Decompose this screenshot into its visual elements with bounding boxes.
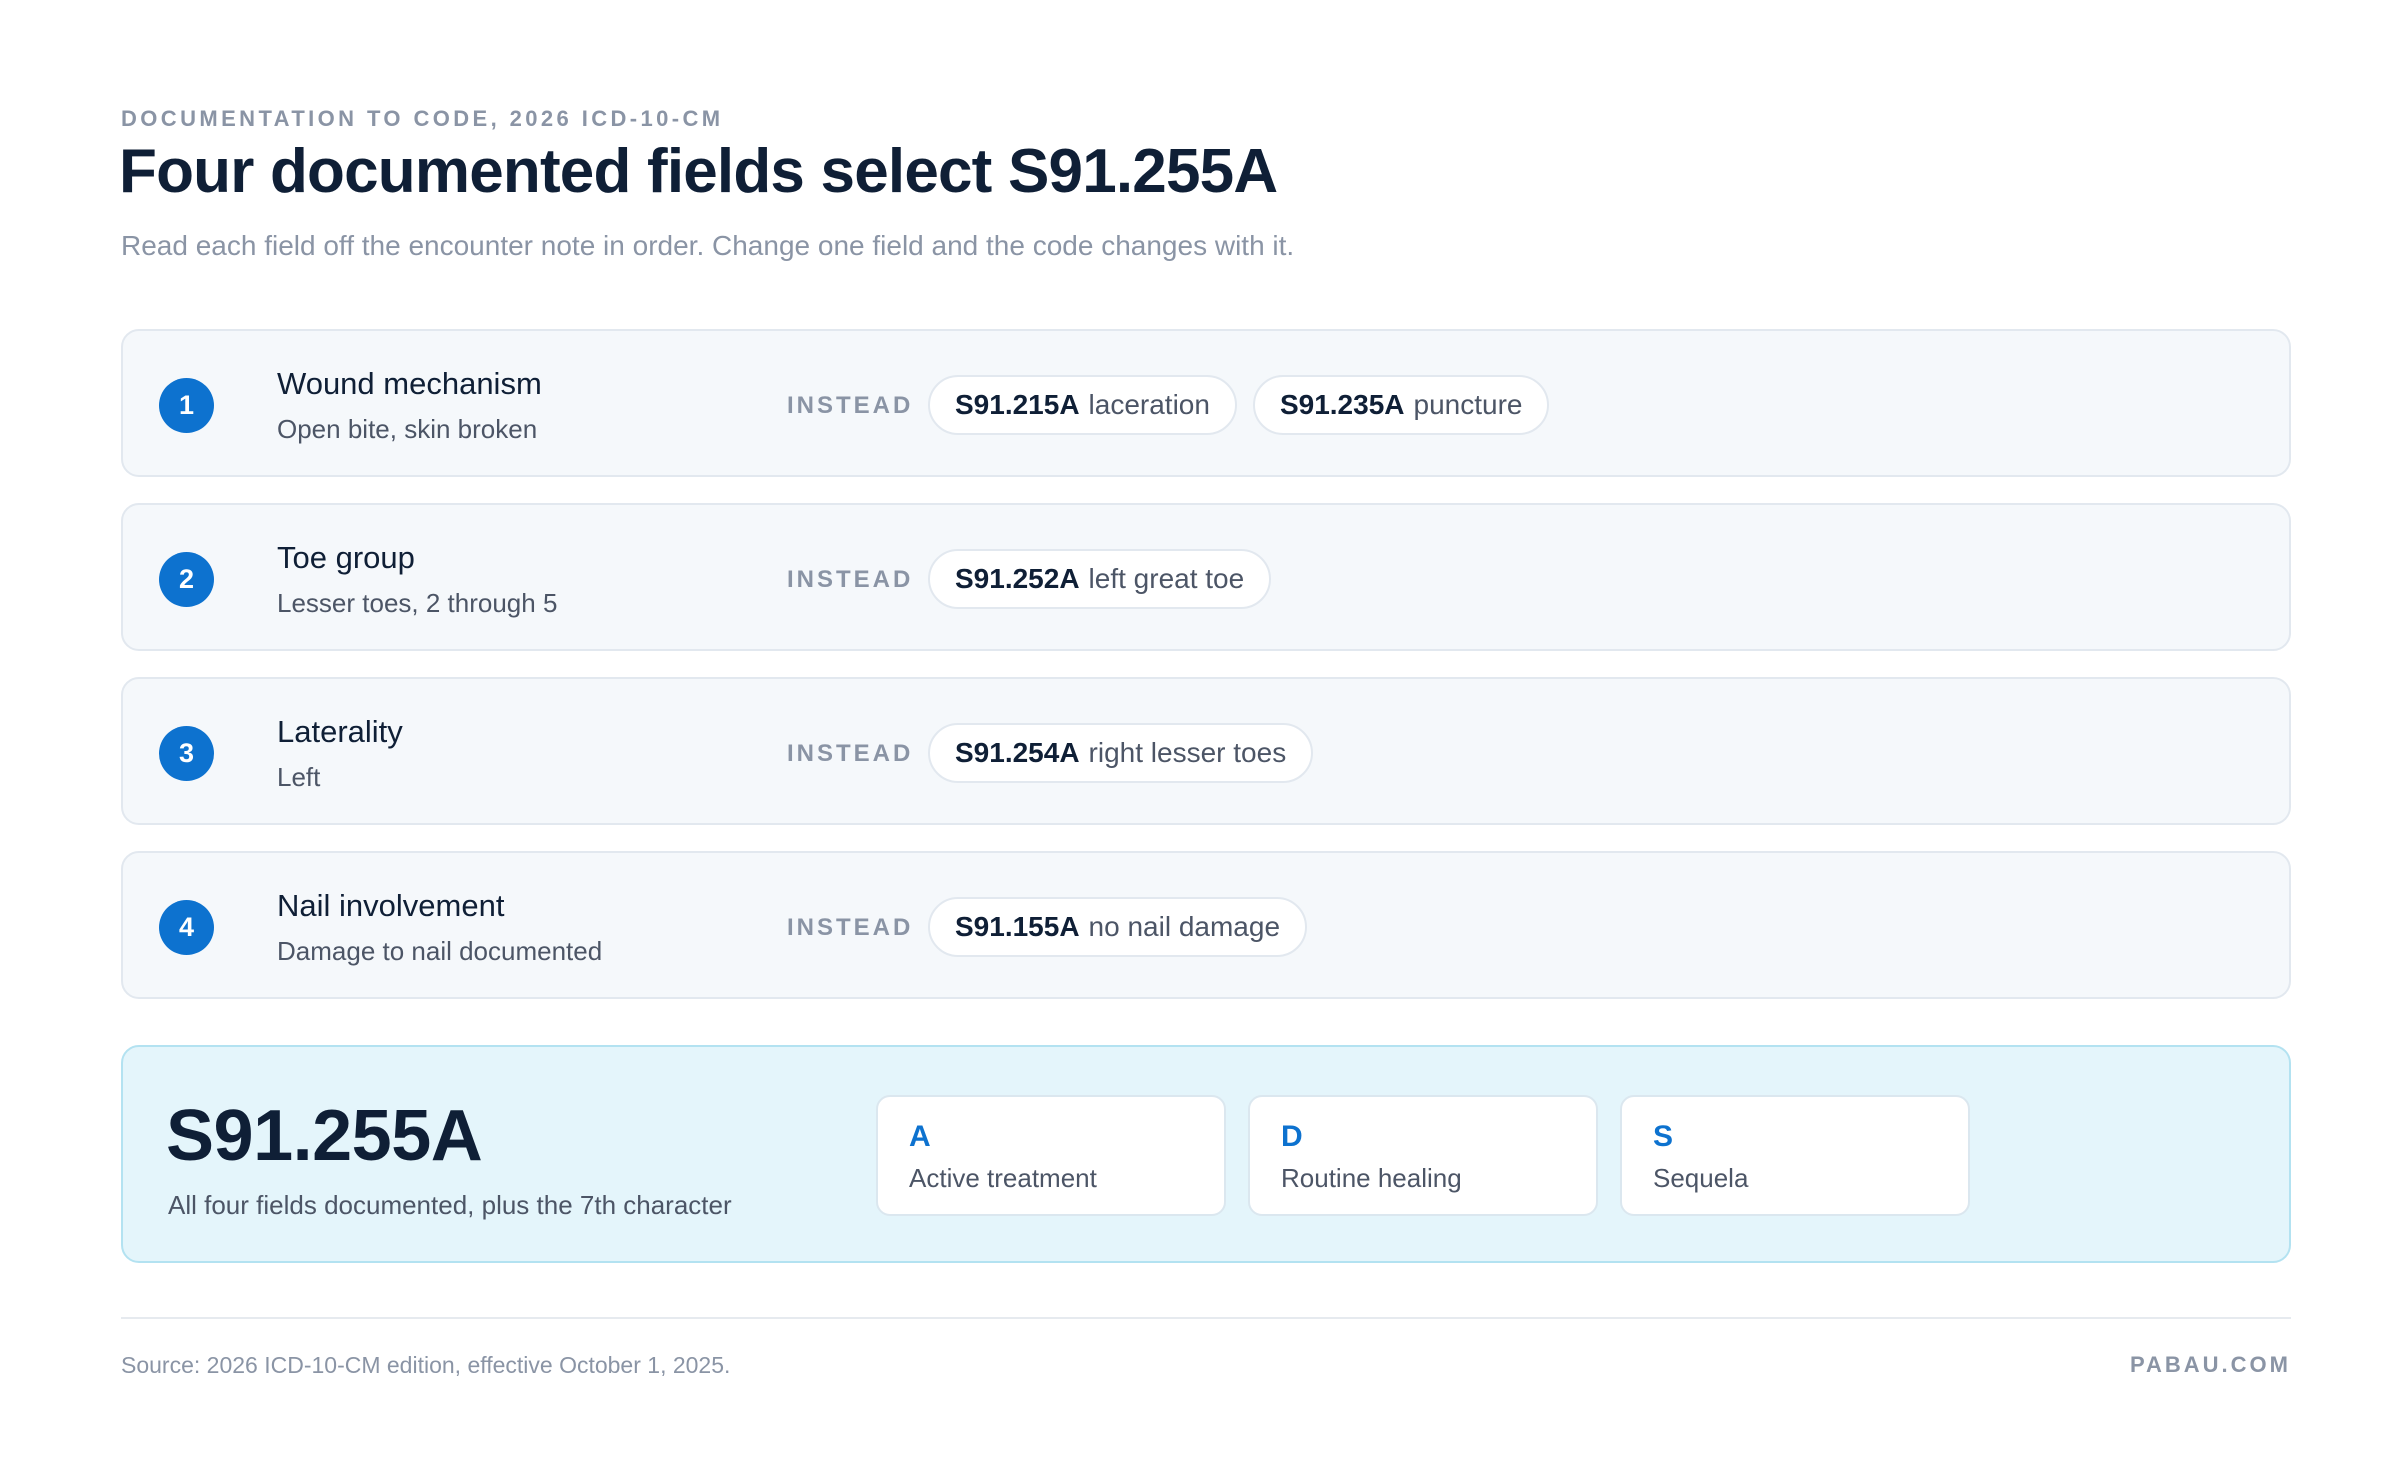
page-subtitle: Read each field off the encounter note i… [121, 230, 1295, 261]
page-title: Four documented fields select S91.255A [119, 137, 1278, 206]
alternative-codes: S91.155A no nail damage [928, 897, 1308, 957]
alternative-code: S91.215A [955, 389, 1080, 420]
step-number-badge: 2 [159, 552, 214, 607]
alternative-code: S91.252A [955, 563, 1080, 594]
field-row-wound-mechanism: 1 Wound mechanism Open bite, skin broken… [121, 329, 2291, 477]
seventh-character-letter: D [1281, 1120, 1303, 1153]
alternative-code-pill: S91.155A no nail damage [928, 897, 1308, 957]
step-number-badge: 3 [159, 726, 214, 781]
footer-divider [121, 1317, 2291, 1319]
alternative-desc: laceration [1088, 389, 1210, 420]
field-value: Left [277, 762, 321, 792]
alternative-codes: S91.254A right lesser toes [928, 723, 1314, 783]
field-label: Wound mechanism [277, 366, 542, 401]
field-row-nail-involvement: 4 Nail involvement Damage to nail docume… [121, 851, 2291, 999]
field-label: Toe group [277, 540, 415, 575]
field-value: Lesser toes, 2 through 5 [277, 588, 558, 618]
alternative-code-pill: S91.215A laceration [928, 375, 1237, 435]
field-label: Laterality [277, 714, 403, 749]
instead-label: INSTEAD [787, 566, 914, 593]
field-row-toe-group: 2 Toe group Lesser toes, 2 through 5 INS… [121, 503, 2291, 651]
alternative-codes: S91.252A left great toe [928, 549, 1272, 609]
alternative-codes: S91.215A laceration S91.235A puncture [928, 375, 1550, 435]
seventh-character-card-s: S Sequela [1620, 1095, 1970, 1216]
alternative-desc: puncture [1413, 389, 1523, 420]
instead-label: INSTEAD [787, 914, 914, 941]
field-row-laterality: 3 Laterality Left INSTEAD S91.254A right… [121, 677, 2291, 825]
seventh-character-options: A Active treatment D Routine healing S S… [876, 1095, 1970, 1216]
field-value: Damage to nail documented [277, 936, 603, 966]
instead-label: INSTEAD [787, 392, 914, 419]
eyebrow: DOCUMENTATION TO CODE, 2026 ICD-10-CM [121, 106, 724, 131]
brand-link[interactable]: PABAU.COM [2129, 1352, 2291, 1377]
alternative-code: S91.235A [1279, 389, 1405, 420]
alternative-code: S91.155A [955, 911, 1080, 942]
result-panel: S91.255A All four fields documented, plu… [121, 1045, 2291, 1263]
alternative-code-pill: S91.252A left great toe [928, 549, 1272, 609]
alternative-desc: left great toe [1088, 563, 1245, 594]
alternative-desc: no nail damage [1088, 911, 1281, 942]
seventh-character-letter: A [909, 1120, 931, 1153]
instead-label: INSTEAD [787, 740, 914, 767]
seventh-character-card-a: A Active treatment [876, 1095, 1226, 1216]
alternative-desc: right lesser toes [1088, 737, 1287, 768]
seventh-character-desc: Sequela [1653, 1163, 1749, 1193]
field-list: 1 Wound mechanism Open bite, skin broken… [121, 329, 2291, 1025]
alternative-code-pill: S91.254A right lesser toes [928, 723, 1314, 783]
step-number-badge: 4 [159, 900, 214, 955]
seventh-character-card-d: D Routine healing [1248, 1095, 1598, 1216]
alternative-code-pill: S91.235A puncture [1252, 375, 1550, 435]
seventh-character-desc: Active treatment [909, 1163, 1097, 1193]
seventh-character-desc: Routine healing [1281, 1163, 1462, 1193]
seventh-character-letter: S [1653, 1120, 1674, 1153]
field-label: Nail involvement [277, 888, 505, 923]
source-note: Source: 2026 ICD-10-CM edition, effectiv… [121, 1352, 731, 1378]
field-value: Open bite, skin broken [277, 414, 538, 444]
result-note: All four fields documented, plus the 7th… [168, 1190, 732, 1220]
alternative-code: S91.254A [955, 737, 1080, 768]
step-number-badge: 1 [159, 378, 214, 433]
result-code: S91.255A [166, 1096, 483, 1176]
